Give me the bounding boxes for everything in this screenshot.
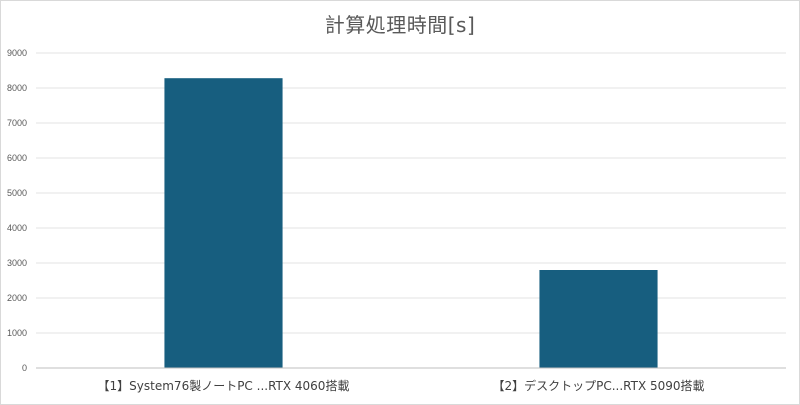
y-tick-label: 6000 (7, 153, 27, 163)
y-tick-label: 7000 (7, 118, 27, 128)
bar-1 (164, 78, 283, 368)
x-axis-categories: 【1】System76製ノートPC ...RTX 4060搭載 【2】デスクトップ… (98, 378, 705, 393)
bars (164, 78, 658, 368)
y-tick-label: 1000 (7, 328, 27, 338)
x-category-label-1: 【1】System76製ノートPC ...RTX 4060搭載 (98, 379, 350, 393)
y-axis-ticks: 0 1000 2000 3000 4000 5000 6000 7000 8000 9000 (7, 48, 27, 373)
y-tick-label: 3000 (7, 258, 27, 268)
gridlines (36, 52, 786, 334)
y-tick-label: 4000 (7, 223, 27, 233)
y-tick-label: 2000 (7, 293, 27, 303)
y-tick-label: 0 (22, 363, 27, 373)
chart-title: 計算処理時間[s] (324, 13, 476, 37)
y-tick-label: 8000 (7, 83, 27, 93)
y-tick-label: 9000 (7, 48, 27, 58)
bar-2 (539, 270, 658, 368)
x-category-label-2: 【2】デスクトップPC...RTX 5090搭載 (492, 378, 704, 393)
y-tick-label: 5000 (7, 188, 27, 198)
